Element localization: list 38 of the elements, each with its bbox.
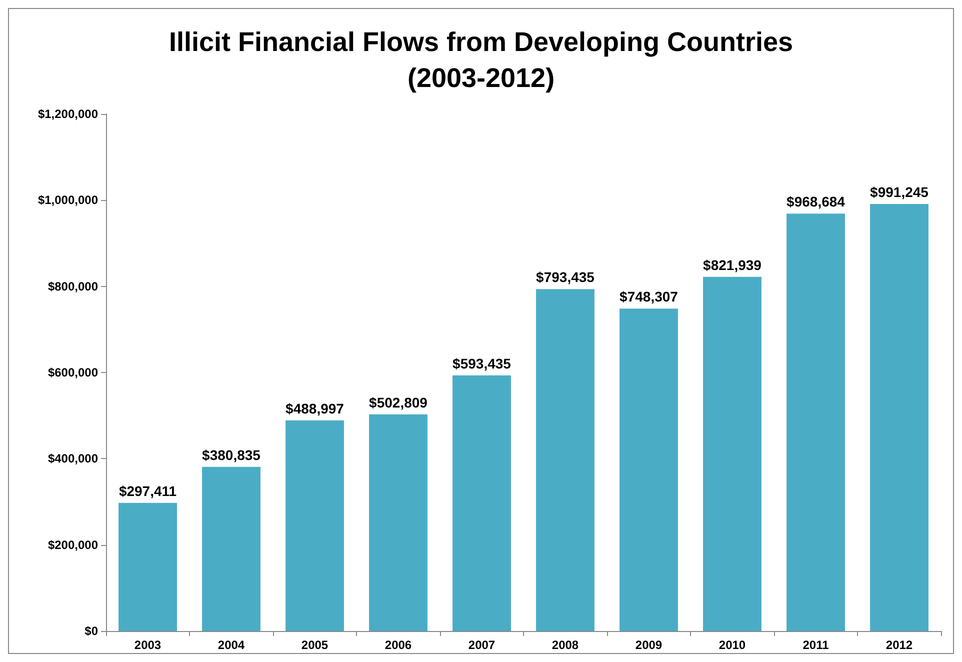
data-label: $793,435 [536,269,595,286]
bar [786,214,845,631]
y-tick-label: $400,000 [48,452,98,466]
data-label: $748,307 [620,288,678,305]
bar [536,289,594,631]
data-label: $593,435 [452,355,512,372]
y-tick-label: $1,200,000 [38,107,98,121]
x-tick-label: 2010 [718,638,746,652]
y-tick-label: $800,000 [48,279,98,294]
bar [452,375,511,631]
x-tick-label: 2009 [635,638,662,652]
x-tick-label: 2005 [301,638,328,652]
y-tick-label: $200,000 [48,538,98,552]
x-tick-label: 2004 [218,638,245,652]
y-tick-label: $600,000 [48,366,98,380]
data-label: $380,835 [202,446,261,463]
x-tick-label: 2006 [384,638,412,652]
x-tick-label: 2008 [552,638,579,652]
y-tick-label: $0 [84,624,98,638]
y-tick-label: $1,000,000 [38,193,98,208]
data-label: $297,411 [118,482,177,499]
data-label: $991,245 [870,184,929,200]
x-tick-label: 2003 [134,638,162,652]
bar [620,308,678,631]
bar [286,420,344,631]
bar [118,502,177,631]
data-label: $821,939 [703,256,762,273]
bar [703,276,762,631]
chart-title: Illicit Financial Flows from Developing Countries (2003-2012) [168,27,794,93]
data-label: $488,997 [286,400,344,416]
bar [870,204,928,631]
x-tick-label: 2012 [886,638,913,652]
bar [202,466,260,631]
data-label: $502,809 [369,394,428,410]
data-label: $968,684 [786,194,846,210]
x-tick-label: 2007 [468,638,496,652]
bar [369,414,428,631]
x-tick-label: 2011 [802,638,830,652]
